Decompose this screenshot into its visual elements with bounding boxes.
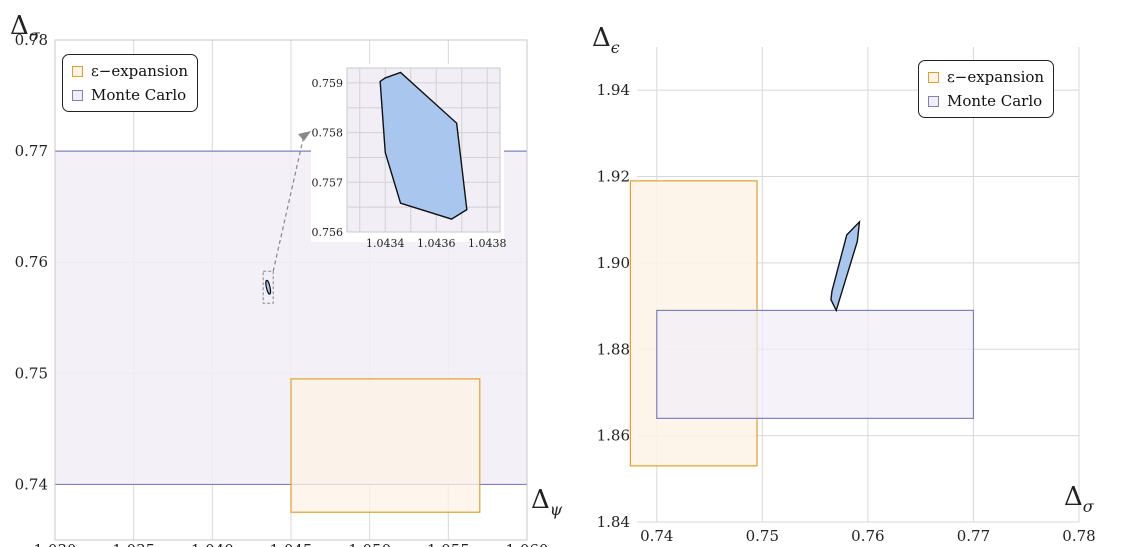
left-y-tick-label: 0.78 — [15, 31, 48, 49]
right-x-tick-label: 0.75 — [746, 527, 779, 545]
inset-y-tick-label: 0.759 — [312, 77, 344, 90]
montecarlo-swatch — [72, 89, 83, 101]
right-legend-label-montecarlo: Monte Carlo — [947, 92, 1043, 110]
right-y-tick-label: 1.94 — [597, 81, 630, 99]
inset-y-tick-label: 0.756 — [312, 226, 344, 239]
left-legend: ε−expansion Monte Carlo — [62, 54, 199, 112]
right-x-axis-label: Δσ — [1064, 482, 1095, 516]
montecarlo-swatch — [928, 95, 939, 107]
inset-y-tick-label: 0.758 — [312, 127, 344, 140]
right-x-tick-label: 0.74 — [640, 527, 673, 545]
left-x-tick-label: 1.050 — [348, 541, 391, 547]
left-chart: 1.030 1.035 1.040 1.045 1.050 1.055 1.060 0.74… — [10, 11, 563, 547]
left-x-tick-labels: 1.030 1.035 1.040 1.045 1.050 1.055 1.060 — [34, 541, 549, 547]
left-y-tick-label: 0.74 — [15, 475, 48, 493]
right-y-tick-label: 1.88 — [597, 340, 630, 358]
left-y-tick-labels: 0.74 0.75 0.76 0.77 0.78 — [15, 31, 48, 493]
left-x-tick-label: 1.045 — [270, 541, 313, 547]
left-zoom-arrow-head — [298, 131, 311, 141]
right-y-tick-labels: 1.84 1.86 1.88 1.90 1.92 1.94 — [597, 81, 630, 531]
left-y-tick-label: 0.77 — [15, 142, 48, 160]
left-y-tick-label: 0.75 — [15, 364, 48, 382]
left-x-tick-label: 1.055 — [427, 541, 470, 547]
right-legend: ε−expansion Monte Carlo — [918, 60, 1055, 118]
left-island-marker — [265, 279, 272, 295]
right-y-tick-label: 1.84 — [597, 513, 630, 531]
right-legend-item-montecarlo: Monte Carlo — [928, 89, 1044, 113]
left-zoom-box — [262, 270, 274, 304]
left-y-tick-label: 0.76 — [15, 253, 48, 271]
right-legend-item-epsilon: ε−expansion — [928, 65, 1044, 89]
right-y-axis-label: Δϵ — [592, 23, 620, 57]
inset-x-tick-label: 1.0438 — [468, 237, 507, 250]
epsilon-swatch — [72, 65, 83, 77]
right-x-tick-label: 0.77 — [957, 527, 990, 545]
right-y-tick-label: 1.90 — [597, 254, 630, 272]
right-island — [830, 219, 861, 313]
left-plot-frame — [54, 39, 528, 541]
right-chart: 0.74 0.75 0.76 0.77 0.78 1.84 1.86 1.88 1.90 1.9… — [592, 23, 1096, 545]
left-x-tick-label: 1.040 — [191, 541, 234, 547]
left-legend-label-montecarlo: Monte Carlo — [91, 86, 187, 104]
left-y-axis-label: Δσ — [10, 11, 41, 45]
left-legend-item-epsilon: ε−expansion — [72, 59, 188, 83]
right-island — [830, 219, 861, 313]
right-x-tick-label: 0.78 — [1062, 527, 1095, 545]
left-inset: 1.0434 1.0436 1.0438 0.756 0.757 0.758 0.759 — [311, 64, 507, 250]
left-legend-item-montecarlo: Monte Carlo — [72, 83, 188, 107]
left-x-tick-label: 1.035 — [112, 541, 155, 547]
left-legend-label-epsilon: ε−expansion — [91, 62, 189, 80]
right-legend-label-epsilon: ε−expansion — [947, 68, 1045, 86]
left-x-axis-label: Δψ — [531, 485, 563, 519]
left-x-tick-label: 1.060 — [506, 541, 549, 547]
right-regions — [629, 180, 975, 467]
left-region-epsilon — [290, 378, 481, 513]
right-x-tick-label: 0.76 — [851, 527, 884, 545]
left-x-tick-label: 1.030 — [34, 541, 77, 547]
inset-island — [379, 71, 468, 220]
left-island — [262, 131, 311, 304]
inset-y-tick-label: 0.757 — [312, 176, 344, 189]
left-regions — [55, 150, 527, 513]
right-x-tick-labels: 0.74 0.75 0.76 0.77 0.78 — [640, 527, 1096, 545]
inset-x-tick-label: 1.0434 — [366, 237, 405, 250]
right-region-montecarlo — [656, 309, 975, 419]
left-zoom-arrow — [272, 134, 305, 272]
right-y-tick-label: 1.92 — [597, 168, 630, 186]
inset-x-tick-label: 1.0436 — [417, 237, 456, 250]
epsilon-swatch — [928, 71, 939, 83]
right-y-tick-label: 1.86 — [597, 427, 630, 445]
